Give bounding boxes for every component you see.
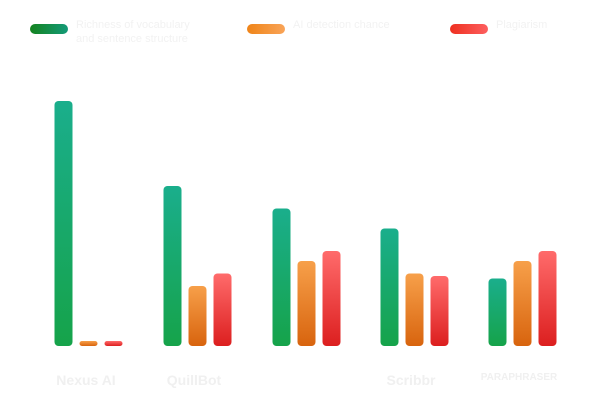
bar-plagiarism [430, 276, 449, 346]
bar-plagiarism [104, 341, 123, 346]
bar-vocabulary [163, 186, 182, 346]
bar-plagiarism [538, 251, 557, 346]
bar-vocabulary [380, 228, 399, 346]
bar-plagiarism [322, 251, 341, 346]
bar-ai-detection [79, 341, 98, 346]
bar-ai-detection [513, 261, 532, 346]
x-tick-label: QuillBot [166, 372, 222, 388]
legend-swatch-orange [247, 24, 285, 34]
x-tick-label: Scribbr [386, 372, 436, 388]
x-tick-label: PARAPHRASER [480, 372, 558, 383]
legend-item-vocabulary: Richness of vocabulary and sentence stru… [30, 18, 196, 46]
legend-label: Richness of vocabulary and sentence stru… [76, 19, 190, 45]
legend-swatch-red [450, 24, 488, 34]
x-tick-label: Nexus AI [56, 372, 116, 388]
bar-vocabulary [272, 208, 291, 346]
legend-item-ai-detection: AI detection chance [247, 18, 433, 34]
bar-ai-detection [188, 286, 207, 346]
legend-item-plagiarism: Plagiarism [450, 18, 600, 34]
bar-vocabulary [488, 278, 507, 346]
bar-plagiarism [213, 273, 232, 346]
legend-swatch-green [30, 24, 68, 34]
bar-ai-detection [297, 261, 316, 346]
bar-vocabulary [54, 101, 73, 346]
bar-ai-detection [405, 273, 424, 346]
legend-label: AI detection chance [293, 19, 390, 31]
legend-label: Plagiarism [496, 19, 548, 31]
